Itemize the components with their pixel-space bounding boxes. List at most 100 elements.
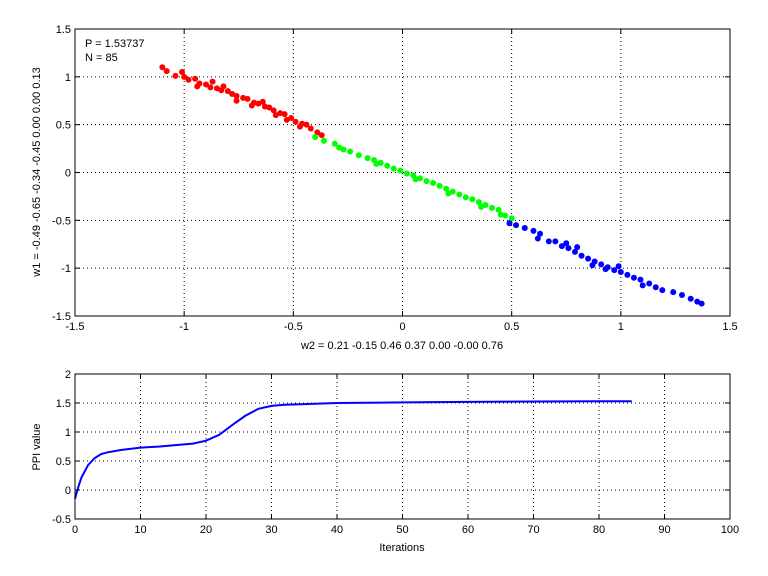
scatter-point-red — [233, 92, 240, 99]
scatter-point-red — [220, 83, 227, 90]
y-tick-label: 0.5 — [56, 456, 71, 468]
scatter-point-green — [412, 176, 419, 183]
scatter-point-red — [292, 118, 299, 125]
scatter-point-green — [373, 160, 380, 167]
scatter-point-red — [270, 107, 277, 114]
scatter-point-green — [390, 165, 397, 172]
scatter-point-green — [331, 140, 338, 147]
scatter-point-red — [192, 75, 199, 82]
scatter-point-blue — [513, 222, 520, 229]
scatter-point-red — [259, 98, 266, 105]
scatter-plot: -1.5 -1 -0.5 0 0.5 1 1.5 -1.5 -1 -0.5 0 0.5 1 1.5 P =… — [31, 24, 738, 352]
scatter-point-green — [443, 185, 450, 192]
scatter-y-axis-label: w1 = -0.49 -0.65 -0.34 -0.45 0.00 0.00 0… — [31, 67, 43, 277]
y-tick-label: 0 — [65, 168, 71, 180]
scatter-point-blue — [646, 280, 653, 287]
scatter-point-red — [178, 69, 185, 76]
scatter-point-green — [495, 206, 502, 213]
scatter-point-red — [194, 83, 201, 90]
scatter-x-axis-label: w2 = 0.21 -0.15 0.46 0.37 0.00 -0.00 0.7… — [300, 340, 503, 352]
scatter-point-green — [436, 182, 443, 189]
scatter-point-blue — [698, 300, 705, 307]
y-tick-label: -0.5 — [52, 215, 71, 227]
annotation-n-value: N = 85 — [85, 52, 118, 64]
x-tick-label: 50 — [396, 524, 408, 536]
scatter-point-blue — [652, 284, 659, 291]
scatter-point-red — [266, 104, 273, 111]
x-tick-label: 0 — [72, 524, 78, 536]
x-tick-label: 30 — [265, 524, 277, 536]
scatter-point-red — [224, 88, 231, 95]
x-tick-label: 0 — [399, 321, 405, 333]
scatter-point-green — [475, 199, 482, 206]
x-tick-label: 100 — [721, 524, 739, 536]
scatter-point-blue — [571, 248, 578, 255]
scatter-point-blue — [687, 295, 694, 302]
scatter-point-red — [207, 84, 214, 91]
line-ticks: 0 10 20 30 40 50 60 70 80 90 100-0.500.511.52 — [52, 369, 739, 536]
y-tick-label: 2 — [65, 369, 71, 381]
x-tick-label: -0.5 — [284, 321, 303, 333]
scatter-point-blue — [585, 255, 592, 262]
scatter-point-green — [312, 134, 319, 141]
x-tick-label: 1.5 — [722, 321, 737, 333]
scatter-point-blue — [659, 287, 666, 294]
scatter-point-blue — [639, 282, 646, 289]
line-x-axis-label: Iterations — [379, 542, 425, 554]
scatter-ticks: -1.5 -1 -0.5 0 0.5 1 1.5 -1.5 -1 -0.5 0 0.5 1 1.5 — [52, 24, 738, 333]
x-tick-label: 20 — [200, 524, 212, 536]
y-tick-label: -0.5 — [52, 514, 71, 526]
line-grid — [75, 374, 730, 519]
scatter-point-green — [478, 203, 485, 210]
scatter-point-blue — [637, 276, 644, 283]
scatter-point-blue — [598, 261, 605, 268]
scatter-point-red — [307, 125, 314, 132]
scatter-point-red — [281, 111, 288, 118]
scatter-point-red — [233, 97, 240, 104]
scatter-point-red — [185, 76, 192, 83]
x-tick-label: 0.5 — [504, 321, 519, 333]
scatter-point-blue — [678, 291, 685, 298]
scatter-point-blue — [552, 238, 559, 245]
scatter-point-red — [181, 73, 188, 80]
scatter-point-blue — [670, 289, 677, 296]
scatter-point-red — [209, 78, 216, 85]
scatter-point-blue — [611, 267, 618, 274]
scatter-point-red — [314, 129, 321, 136]
x-tick-label: 90 — [658, 524, 670, 536]
scatter-point-blue — [617, 268, 624, 275]
scatter-point-green — [462, 194, 469, 201]
scatter-point-red — [296, 123, 303, 130]
scatter-point-green — [355, 152, 362, 159]
x-tick-label: 70 — [527, 524, 539, 536]
line-y-axis-label: PPI value — [31, 423, 43, 470]
x-tick-label: -1 — [179, 321, 189, 333]
scatter-point-green — [489, 204, 496, 211]
scatter-point-red — [159, 64, 166, 71]
scatter-point-green — [445, 190, 452, 197]
y-tick-label: 0.5 — [56, 120, 71, 132]
scatter-point-red — [318, 132, 325, 139]
scatter-point-green — [423, 178, 430, 185]
scatter-point-red — [283, 116, 290, 123]
x-tick-label: 10 — [134, 524, 146, 536]
scatter-point-blue — [578, 252, 585, 259]
scatter-point-green — [336, 144, 343, 151]
y-tick-label: 1.5 — [56, 398, 71, 410]
scatter-point-red — [272, 112, 279, 119]
scatter-point-green — [508, 215, 515, 222]
scatter-point-blue — [630, 274, 637, 281]
scatter-point-blue — [558, 243, 565, 250]
y-tick-label: -1.5 — [52, 311, 71, 323]
scatter-point-green — [469, 196, 476, 203]
scatter-point-blue — [565, 245, 572, 252]
y-tick-label: 1 — [65, 72, 71, 84]
scatter-point-blue — [506, 220, 513, 227]
y-tick-label: 0 — [65, 485, 71, 497]
scatter-point-blue — [602, 266, 609, 273]
scatter-point-red — [244, 95, 251, 102]
scatter-point-blue — [530, 227, 537, 234]
scatter-point-red — [248, 102, 255, 109]
